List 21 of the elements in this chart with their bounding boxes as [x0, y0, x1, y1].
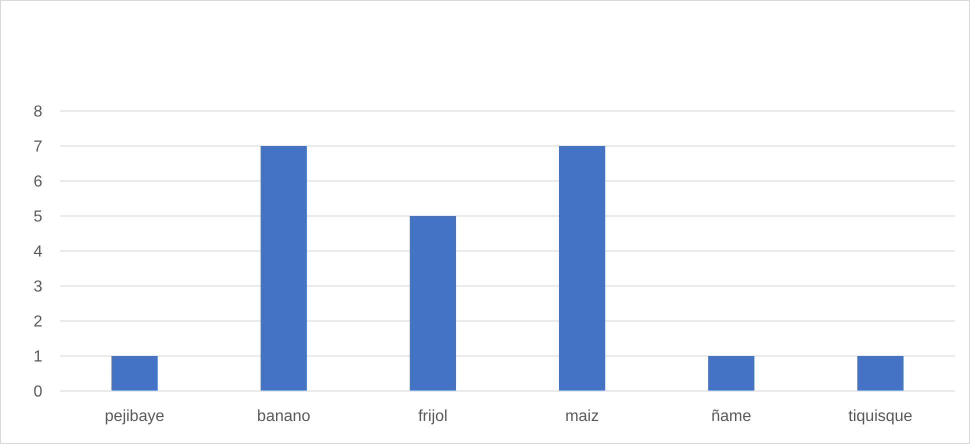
y-tick-label: 2	[34, 314, 43, 331]
bar	[708, 356, 754, 391]
x-tick-label: ñame	[711, 408, 752, 425]
y-tick-label: 0	[34, 384, 43, 401]
x-tick-label: banano	[257, 408, 311, 425]
x-tick-label: maiz	[565, 408, 599, 425]
y-tick-label: 3	[34, 278, 43, 296]
y-tick-label: 7	[34, 138, 43, 156]
x-tick-label: frijol	[418, 408, 448, 425]
y-tick-label: 1	[34, 348, 43, 366]
x-tick-label: tiquisque	[848, 408, 913, 425]
bar	[857, 356, 904, 391]
y-tick-label: 4	[34, 244, 43, 261]
x-tick-label: pejibaye	[104, 408, 164, 425]
y-tick-label: 8	[34, 104, 43, 121]
bar	[111, 356, 158, 391]
bar	[410, 216, 456, 391]
y-tick-label: 5	[34, 208, 43, 226]
bar	[260, 146, 307, 391]
y-tick-label: 6	[34, 174, 43, 191]
bar	[558, 146, 606, 391]
